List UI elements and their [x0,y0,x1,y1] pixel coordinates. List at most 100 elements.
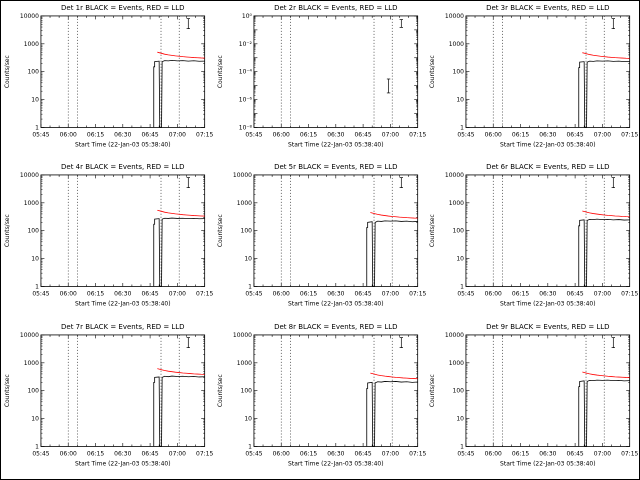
plot-frame [253,174,418,288]
chart-title: Det 6r BLACK = Events, RED = LLD [486,163,609,171]
x-tick-label: 06:45 [141,450,158,457]
y-tick-label: 10000 [445,13,464,20]
plot-frame [40,15,206,128]
series-events [366,380,418,447]
series-events [578,379,631,447]
y-tick-label: 1000 [24,359,39,366]
series-lld [157,210,205,217]
plot-frame [465,174,631,288]
x-tick-label: 07:00 [169,450,186,457]
y-tick-label: 10000 [445,172,464,179]
x-tick-label: 05:45 [32,131,49,138]
series-events [578,219,631,288]
plot-frame [465,15,631,128]
series-lld [582,52,631,59]
x-tick-label: 06:00 [485,450,502,457]
plot-frame [40,334,206,447]
y-tick-label: 100 [240,387,252,394]
y-tick-label: 1000 [24,200,39,207]
x-tick-label: 06:30 [327,291,344,298]
x-tick-label: 06:15 [512,291,529,298]
y-tick-label: 1 [35,443,39,450]
x-tick-label: 06:15 [300,131,317,138]
error-bar-marker [186,336,190,348]
y-tick-label: 10⁰ [242,13,253,20]
error-bar-marker [611,336,616,348]
series-lld [157,367,205,375]
x-tick-label: 06:00 [60,450,77,457]
x-tick-label: 06:15 [87,131,104,138]
y-tick-label: 10⁻² [238,41,252,48]
x-tick-label: 06:45 [354,450,371,457]
y-tick-label: 100 [453,228,465,235]
y-tick-label: 1000 [449,41,464,48]
y-axis-label: Counts/sec [4,215,11,248]
error-bar-marker [186,18,190,29]
x-tick-label: 05:45 [458,450,475,457]
y-tick-label: 1000 [236,200,251,207]
x-tick-label: 06:45 [354,131,371,138]
chart-det-5: Det 5r BLACK = Events, RED = LLD 05:45 06:… [217,163,427,307]
x-tick-label: 07:15 [196,131,213,138]
series-lld [157,51,205,59]
x-tick-label: 07:00 [381,131,398,138]
x-tick-label: 07:15 [196,291,213,298]
chart-title: Det 9r BLACK = Events, RED = LLD [486,323,609,331]
y-tick-label: 1000 [449,359,464,366]
chart-det-8: Det 8r BLACK = Events, RED = LLD 05:45 06:… [217,323,427,467]
x-tick-label: 06:15 [300,450,317,457]
x-tick-label: 06:15 [87,291,104,298]
x-tick-label: 06:15 [300,291,317,298]
x-tick-label: 05:45 [458,131,475,138]
x-tick-label: 06:30 [327,450,344,457]
y-axis-label: Counts/sec [429,374,436,407]
y-tick-label: 10 [244,415,252,422]
x-tick-label: 06:15 [87,450,104,457]
y-tick-label: 10 [457,415,465,422]
y-axis-label: Counts/sec [429,215,436,248]
series-lld [369,212,418,219]
chart-det-3: Det 3r BLACK = Events, RED = LLD 05:45 06:… [429,4,639,148]
y-tick-label: 10⁻⁸ [238,124,252,131]
plot-frame [253,334,418,447]
y-tick-label: 1 [248,443,252,450]
chart-det-1: Det 1r BLACK = Events, RED = LLD 05:45 06:… [4,4,214,148]
x-tick-label: 07:00 [169,131,186,138]
x-tick-label: 06:00 [60,291,77,298]
series-events [153,59,205,128]
x-tick-label: 05:45 [245,450,262,457]
y-tick-label: 100 [240,228,252,235]
y-tick-label: 1 [460,443,464,450]
x-tick-label: 07:00 [381,291,398,298]
y-tick-label: 100 [28,228,40,235]
x-tick-label: 06:30 [540,131,557,138]
x-tick-label: 06:45 [141,131,158,138]
y-tick-label: 1 [248,284,252,291]
y-axis-label: Counts/sec [217,215,224,248]
plot-frame [465,334,631,447]
y-tick-label: 1 [35,124,39,131]
x-axis-label: Start Time (22-Jan-03 05:38:40) [288,460,384,467]
x-tick-label: 06:30 [114,450,131,457]
series-events [366,220,418,288]
y-axis-label: Counts/sec [4,374,11,407]
chart-det-6: Det 6r BLACK = Events, RED = LLD 05:45 06:… [429,163,639,307]
chart-det-4: Det 4r BLACK = Events, RED = LLD 05:45 06:… [4,163,214,308]
y-tick-label: 10 [31,256,39,263]
y-tick-label: 10000 [233,172,252,179]
x-axis-label: Start Time (22-Jan-03 05:38:40) [75,301,170,308]
y-tick-label: 1000 [449,200,464,207]
series-events [153,375,205,447]
x-tick-label: 06:30 [114,291,131,298]
x-tick-label: 06:00 [485,291,502,298]
x-tick-label: 06:30 [540,291,557,298]
y-tick-label: 10 [244,256,252,263]
x-tick-label: 06:45 [567,291,584,298]
y-tick-label: 10 [31,415,39,422]
x-tick-label: 06:45 [354,291,371,298]
chart-det-7: Det 7r BLACK = Events, RED = LLD 05:45 06:… [4,323,214,467]
x-tick-label: 05:45 [32,450,49,457]
y-axis-label: Counts/sec [217,374,224,407]
